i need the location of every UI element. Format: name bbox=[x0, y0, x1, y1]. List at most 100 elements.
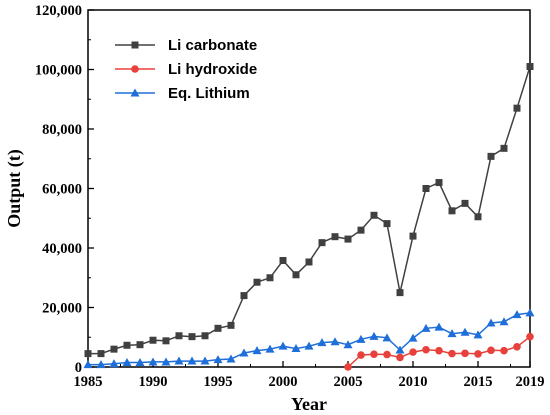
legend-item: Eq. Lithium bbox=[115, 85, 250, 102]
data-point bbox=[526, 63, 534, 71]
plot-frame bbox=[87, 9, 531, 368]
series-li-hydroxide bbox=[344, 332, 534, 371]
data-point bbox=[409, 232, 417, 240]
data-point bbox=[448, 349, 456, 358]
y-tick-label: 40,000 bbox=[42, 241, 82, 257]
y-tick-label: 0 bbox=[75, 360, 82, 376]
data-point bbox=[422, 345, 430, 354]
data-point bbox=[227, 321, 235, 329]
data-point bbox=[252, 346, 262, 355]
data-point bbox=[330, 337, 340, 346]
data-point bbox=[421, 323, 431, 332]
data-point bbox=[369, 331, 379, 340]
data-point bbox=[83, 360, 93, 369]
data-point bbox=[292, 271, 300, 279]
data-point bbox=[382, 333, 392, 342]
x-tick-label: 1995 bbox=[204, 374, 233, 390]
data-point bbox=[500, 346, 508, 355]
legend-item: Li carbonate bbox=[115, 37, 257, 54]
series-li-carbonate bbox=[84, 63, 534, 358]
data-point bbox=[512, 310, 522, 319]
data-point bbox=[343, 340, 353, 349]
x-tick-label: 2000 bbox=[269, 374, 298, 390]
data-point bbox=[317, 338, 327, 347]
data-point bbox=[201, 332, 209, 340]
data-point bbox=[135, 358, 145, 367]
y-tick-label: 20,000 bbox=[42, 301, 82, 317]
data-point bbox=[109, 359, 119, 368]
data-point bbox=[434, 322, 444, 331]
data-point bbox=[513, 104, 521, 112]
data-point bbox=[344, 235, 352, 243]
data-point bbox=[408, 333, 418, 342]
data-point bbox=[448, 207, 456, 215]
data-point bbox=[461, 199, 469, 207]
legend-label: Eq. Lithium bbox=[168, 85, 250, 102]
x-tick-label: 2015 bbox=[464, 374, 493, 390]
data-point bbox=[526, 332, 534, 341]
data-point bbox=[383, 220, 391, 228]
series-line bbox=[88, 66, 531, 355]
y-tick-label: 120,000 bbox=[35, 3, 82, 19]
x-axis-title: Year bbox=[291, 394, 327, 414]
y-axis-title: Output (t) bbox=[4, 149, 25, 228]
data-point bbox=[460, 327, 470, 336]
data-point bbox=[474, 350, 482, 358]
data-point bbox=[240, 292, 248, 300]
data-point bbox=[110, 345, 118, 353]
data-point bbox=[188, 333, 196, 341]
data-point bbox=[84, 350, 92, 358]
x-tick-label: 2010 bbox=[399, 374, 428, 390]
data-point bbox=[175, 332, 183, 340]
data-point bbox=[487, 346, 495, 355]
y-tick-label: 60,000 bbox=[42, 182, 82, 198]
data-point bbox=[447, 329, 457, 338]
legend-marker bbox=[131, 65, 139, 73]
data-point bbox=[357, 226, 365, 234]
data-point bbox=[278, 341, 288, 350]
plot-area-border bbox=[87, 9, 531, 368]
data-point bbox=[148, 357, 158, 366]
data-point bbox=[486, 318, 496, 327]
data-point bbox=[266, 274, 274, 282]
data-point bbox=[370, 350, 378, 359]
legend-item: Li hydroxide bbox=[115, 61, 257, 78]
legend-marker bbox=[130, 88, 140, 97]
x-tick-label: 2005 bbox=[334, 374, 363, 390]
data-point bbox=[136, 341, 144, 349]
legend-label: Li hydroxide bbox=[168, 61, 257, 78]
data-point bbox=[305, 258, 313, 266]
data-point bbox=[226, 354, 236, 363]
data-point bbox=[174, 356, 184, 365]
data-point bbox=[97, 350, 105, 358]
data-point bbox=[344, 363, 352, 371]
y-axis: 0 20,000 40,000 60,000 80,000 100,000 120,000 bbox=[35, 3, 94, 376]
data-point bbox=[409, 348, 417, 356]
data-point bbox=[291, 344, 301, 353]
data-point bbox=[239, 348, 249, 357]
data-point bbox=[487, 152, 495, 160]
data-point bbox=[187, 356, 197, 365]
data-point bbox=[395, 345, 405, 354]
data-point bbox=[214, 324, 222, 332]
data-point bbox=[253, 278, 261, 286]
data-point bbox=[513, 342, 521, 351]
data-point bbox=[161, 357, 171, 366]
data-point bbox=[435, 179, 443, 187]
data-point bbox=[356, 334, 366, 343]
y-tick-label: 100,000 bbox=[35, 63, 82, 79]
data-point bbox=[474, 213, 482, 221]
data-point bbox=[370, 211, 378, 219]
data-point bbox=[500, 144, 508, 152]
data-point bbox=[461, 349, 469, 358]
data-point bbox=[435, 346, 443, 355]
data-point bbox=[122, 358, 132, 367]
legend: Li carbonate Li hydroxide Eq. Lithium bbox=[115, 37, 257, 102]
data-point bbox=[265, 344, 275, 353]
data-point bbox=[473, 330, 483, 339]
data-point bbox=[200, 356, 210, 365]
data-point bbox=[331, 233, 339, 241]
data-point bbox=[279, 256, 287, 264]
data-point bbox=[396, 289, 404, 297]
